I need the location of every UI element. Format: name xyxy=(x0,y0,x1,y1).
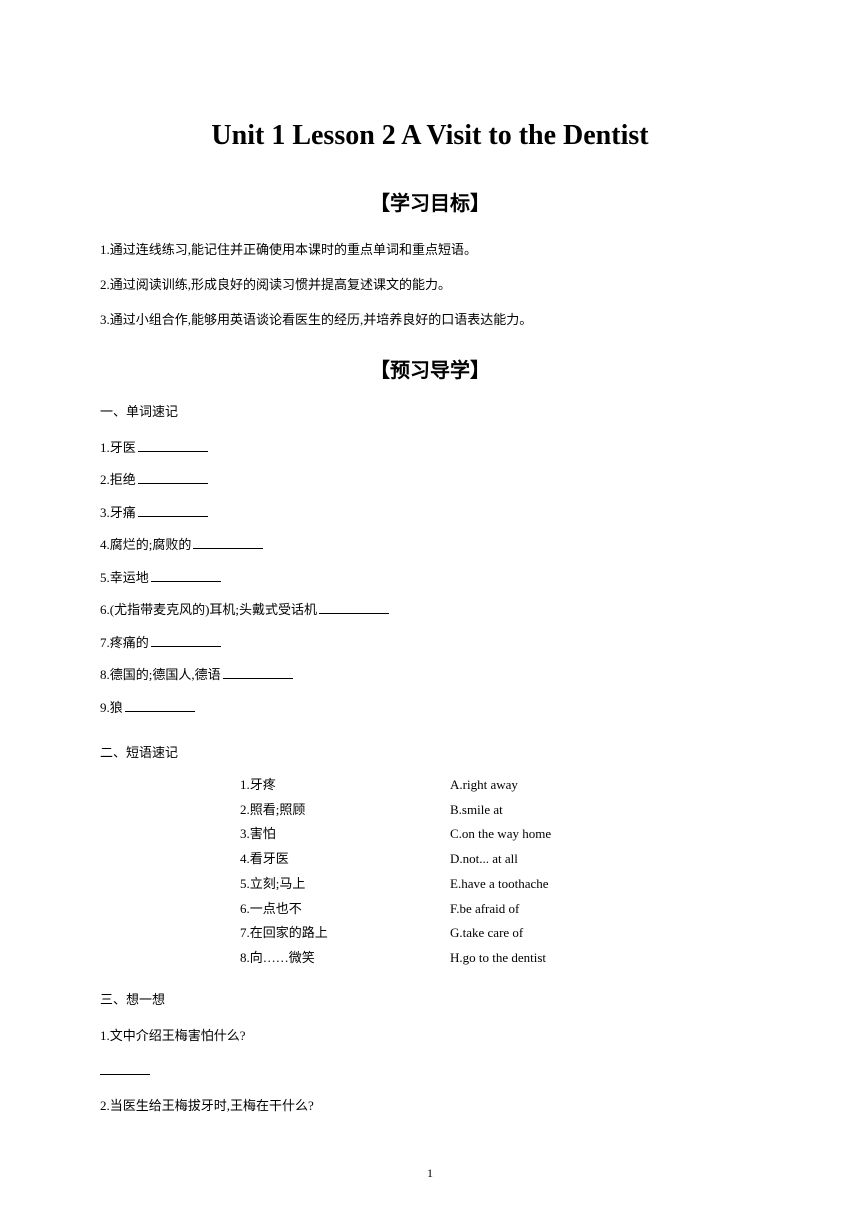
vocab-label: 3.牙痛 xyxy=(100,505,136,520)
objective-item: 3.通过小组合作,能够用英语谈论看医生的经历,并培养良好的口语表达能力。 xyxy=(100,304,760,335)
main-title: Unit 1 Lesson 2 A Visit to the Dentist xyxy=(100,120,760,152)
vocab-item: 5.幸运地 xyxy=(100,562,760,595)
phrase-chinese: 1.牙疼 xyxy=(240,773,450,798)
fill-blank[interactable] xyxy=(138,470,208,484)
phrase-chinese: 8.向……微笑 xyxy=(240,946,450,971)
vocab-label: 7.疼痛的 xyxy=(100,635,149,650)
phrase-english: E.have a toothache xyxy=(450,872,549,897)
fill-blank[interactable] xyxy=(138,503,208,517)
phrase-chinese: 2.照看;照顾 xyxy=(240,798,450,823)
phrase-row: 6.一点也不 F.be afraid of xyxy=(240,897,760,922)
think-answer-blank[interactable] xyxy=(100,1055,760,1086)
vocab-item: 7.疼痛的 xyxy=(100,627,760,660)
phrases-subheading: 二、短语速记 xyxy=(100,742,760,761)
think-subheading: 三、想一想 xyxy=(100,989,760,1008)
think-question: 1.文中介绍王梅害怕什么? xyxy=(100,1020,760,1051)
phrase-row: 1.牙疼 A.right away xyxy=(240,773,760,798)
vocab-label: 1.牙医 xyxy=(100,440,136,455)
vocab-item: 3.牙痛 xyxy=(100,497,760,530)
objective-item: 1.通过连线练习,能记住并正确使用本课时的重点单词和重点短语。 xyxy=(100,234,760,265)
page-number: 1 xyxy=(0,1166,860,1181)
phrase-chinese: 4.看牙医 xyxy=(240,847,450,872)
fill-blank[interactable] xyxy=(193,535,263,549)
phrase-chinese: 6.一点也不 xyxy=(240,897,450,922)
fill-blank[interactable] xyxy=(223,665,293,679)
phrase-row: 3.害怕 C.on the way home xyxy=(240,822,760,847)
fill-blank[interactable] xyxy=(151,633,221,647)
objectives-block: 1.通过连线练习,能记住并正确使用本课时的重点单词和重点短语。 2.通过阅读训练… xyxy=(100,234,760,336)
phrase-row: 4.看牙医 D.not... at all xyxy=(240,847,760,872)
phrase-english: F.be afraid of xyxy=(450,897,519,922)
phrase-english: B.smile at xyxy=(450,798,503,823)
vocab-label: 5.幸运地 xyxy=(100,570,149,585)
phrase-chinese: 5.立刻;马上 xyxy=(240,872,450,897)
preview-heading: 【预习导学】 xyxy=(100,354,760,383)
phrase-row: 8.向……微笑 H.go to the dentist xyxy=(240,946,760,971)
vocab-item: 9.狼 xyxy=(100,692,760,725)
vocab-item: 1.牙医 xyxy=(100,432,760,465)
think-question: 2.当医生给王梅拔牙时,王梅在干什么? xyxy=(100,1090,760,1121)
vocab-item: 6.(尤指带麦克风的)耳机;头戴式受话机 xyxy=(100,594,760,627)
phrase-english: G.take care of xyxy=(450,921,523,946)
phrase-english: D.not... at all xyxy=(450,847,518,872)
vocab-label: 4.腐烂的;腐败的 xyxy=(100,537,191,552)
fill-blank[interactable] xyxy=(151,568,221,582)
vocab-label: 9.狼 xyxy=(100,700,123,715)
phrase-english: A.right away xyxy=(450,773,518,798)
phrase-row: 2.照看;照顾 B.smile at xyxy=(240,798,760,823)
vocab-label: 6.(尤指带麦克风的)耳机;头戴式受话机 xyxy=(100,602,317,617)
phrase-row: 7.在回家的路上 G.take care of xyxy=(240,921,760,946)
objective-item: 2.通过阅读训练,形成良好的阅读习惯并提高复述课文的能力。 xyxy=(100,269,760,300)
fill-blank[interactable] xyxy=(138,438,208,452)
vocab-label: 2.拒绝 xyxy=(100,472,136,487)
vocab-item: 4.腐烂的;腐败的 xyxy=(100,529,760,562)
vocab-item: 8.德国的;德国人,德语 xyxy=(100,659,760,692)
phrase-row: 5.立刻;马上 E.have a toothache xyxy=(240,872,760,897)
fill-blank[interactable] xyxy=(125,698,195,712)
phrase-chinese: 7.在回家的路上 xyxy=(240,921,450,946)
phrase-english: H.go to the dentist xyxy=(450,946,546,971)
fill-blank[interactable] xyxy=(319,600,389,614)
phrase-english: C.on the way home xyxy=(450,822,551,847)
vocab-subheading: 一、单词速记 xyxy=(100,401,760,420)
vocab-item: 2.拒绝 xyxy=(100,464,760,497)
objectives-heading: 【学习目标】 xyxy=(100,187,760,216)
phrase-chinese: 3.害怕 xyxy=(240,822,450,847)
phrase-matching-table: 1.牙疼 A.right away 2.照看;照顾 B.smile at 3.害… xyxy=(240,773,760,971)
vocab-list: 1.牙医 2.拒绝 3.牙痛 4.腐烂的;腐败的 5.幸运地 6.(尤指带麦克风… xyxy=(100,432,760,725)
vocab-label: 8.德国的;德国人,德语 xyxy=(100,667,221,682)
